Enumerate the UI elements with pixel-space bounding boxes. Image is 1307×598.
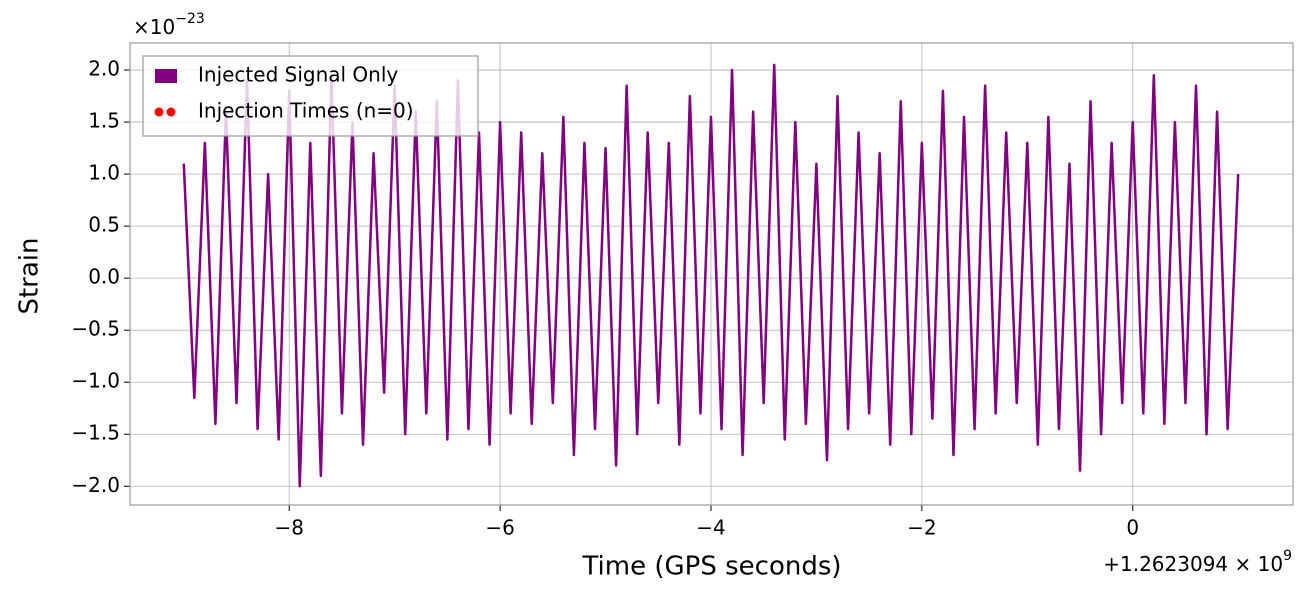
y-offset-label: ×10−23 (133, 11, 205, 39)
y-tick-label: −1.0 (71, 369, 120, 393)
legend-patch (155, 69, 177, 83)
legend-marker (166, 107, 176, 117)
y-offset-base: ×10 (133, 15, 175, 39)
legend-label: Injected Signal Only (198, 63, 398, 87)
signal-line (182, 63, 1240, 488)
y-tick-label: 0.0 (88, 265, 120, 289)
x-tick-label: −2 (907, 516, 936, 540)
y-tick-label: 1.5 (88, 109, 120, 133)
x-offset-base: +1.2623094 × 10 (1103, 552, 1283, 576)
y-tick-label: 1.0 (88, 161, 120, 185)
x-tick-label: −6 (485, 516, 514, 540)
legend-label: Injection Times (n=0) (198, 99, 414, 123)
plot-frame (129, 42, 1294, 506)
y-tick-label: −1.5 (71, 421, 120, 445)
legend-box (142, 55, 479, 137)
y-tick-label: −2.0 (71, 473, 120, 497)
x-axis-label: Time (GPS seconds) (581, 552, 841, 582)
legend-marker (154, 107, 164, 117)
x-tick-label: 0 (1126, 516, 1139, 540)
y-offset-exponent: −23 (175, 11, 205, 27)
y-axis-label: Strain (15, 237, 45, 314)
y-tick-label: 2.0 (88, 57, 120, 81)
y-tick-label: 0.5 (88, 213, 120, 237)
x-offset-exponent: 9 (1283, 548, 1292, 564)
y-tick-label: −0.5 (71, 317, 120, 341)
x-offset-label: +1.2623094 × 109 (1103, 548, 1292, 576)
x-tick-label: −8 (274, 516, 303, 540)
x-tick-label: −4 (696, 516, 725, 540)
